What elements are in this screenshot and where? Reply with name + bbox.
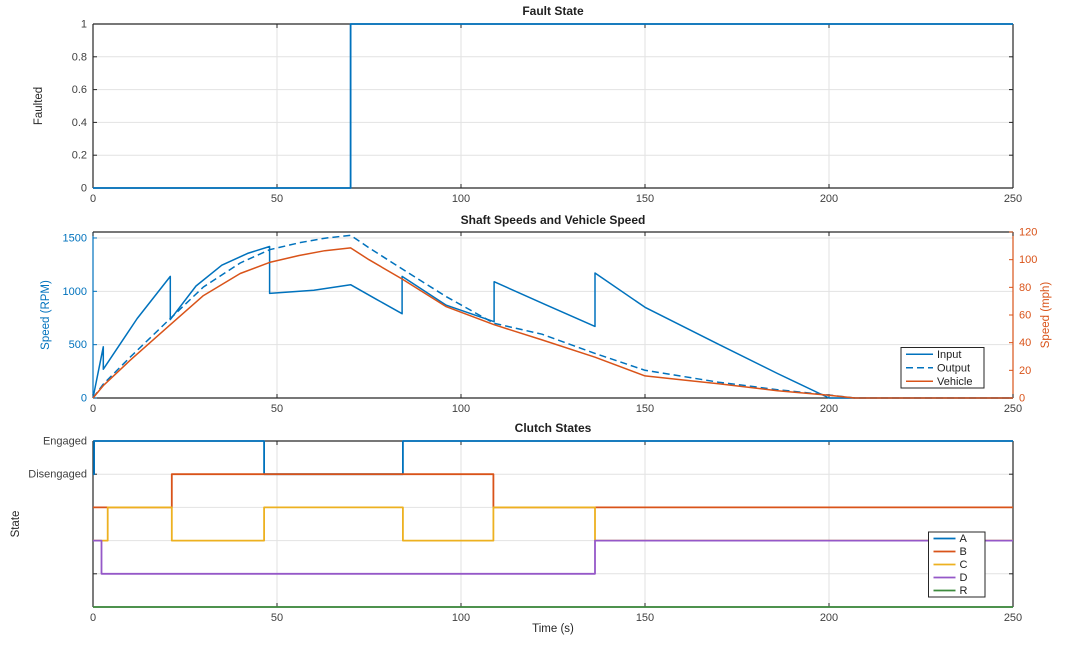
y-tick-label: 0.2 [72, 150, 87, 162]
x-tick-label: 150 [636, 193, 654, 205]
y-tick-label: 1 [81, 19, 87, 31]
x-tick-label: 200 [820, 612, 838, 624]
chart-clutch: 0 50 100 150 200 250 Engaged Disengaged [28, 436, 1022, 625]
x-tick-label: 100 [452, 612, 470, 624]
x-tick-label: 50 [271, 193, 283, 205]
legend-label-a: A [960, 533, 968, 545]
y-tick-label: Disengaged [28, 469, 87, 481]
y-tick-label-left: 1000 [63, 286, 87, 298]
x-tick-label: 0 [90, 193, 96, 205]
y-tick-label: Engaged [43, 436, 87, 448]
x-tick-label: 250 [1004, 612, 1022, 624]
y-tick-label: 0.8 [72, 51, 87, 63]
x-tick-label: 250 [1004, 403, 1022, 415]
y-tick-label-left: 1500 [63, 232, 87, 244]
legend-label-b: B [960, 546, 967, 558]
x-tick-label: 250 [1004, 193, 1022, 205]
series-output [92, 234, 1013, 399]
x-tick-label: 200 [820, 193, 838, 205]
time-axis-label: Time (s) [532, 623, 574, 635]
x-tick-label: 100 [452, 193, 470, 205]
y-tick-label-right: 100 [1019, 254, 1037, 266]
y-tick-label: 0.6 [72, 84, 87, 96]
legend-label-vehicle: Vehicle [937, 376, 972, 388]
fault-state-title: Fault State [522, 4, 584, 18]
state-axis-label: State [10, 510, 22, 538]
series-clutch-b [93, 473, 1013, 509]
y-tick-label: 0 [81, 183, 87, 195]
faulted-axis-label: Faulted [33, 86, 45, 126]
legend-label-d: D [960, 572, 968, 584]
y-tick-label-right: 40 [1019, 337, 1031, 349]
x-tick-label: 100 [452, 403, 470, 415]
y-tick-label-left: 500 [69, 339, 87, 351]
shaft-speeds-title: Shaft Speeds and Vehicle Speed [460, 213, 646, 227]
chart-fault: 0 50 100 150 200 250 0 0.2 0.4 0.6 0.8 1 [72, 19, 1022, 206]
series-clutch-c [93, 506, 1013, 542]
series-clutch-a [93, 440, 1013, 476]
y-tick-label-right: 0 [1019, 393, 1025, 405]
x-tick-label: 150 [636, 403, 654, 415]
chart-speeds: 0 50 100 150 200 2500500100015000204060801001… [63, 227, 1038, 416]
clutch-states-title: Clutch States [514, 421, 592, 435]
x-tick-label: 0 [90, 403, 96, 415]
speed-rpm-axis-label: Speed (RPM) [40, 280, 52, 350]
x-tick-label: 50 [271, 403, 283, 415]
y-tick-label-right: 120 [1019, 227, 1037, 239]
y-tick-label-left: 0 [81, 393, 87, 405]
y-tick-label-right: 80 [1019, 282, 1031, 294]
y-tick-label: 0.4 [72, 117, 87, 129]
x-tick-label: 150 [636, 612, 654, 624]
legend-label-output: Output [937, 362, 970, 374]
x-tick-label: 50 [271, 612, 283, 624]
series-vehicle [92, 247, 1013, 399]
speed-mph-axis-label: Speed (mph) [1040, 281, 1052, 349]
x-tick-label: 200 [820, 403, 838, 415]
y-tick-label-right: 60 [1019, 310, 1031, 322]
series-clutch-d [93, 539, 1013, 575]
legend-label-input: Input [937, 349, 961, 361]
x-tick-label: 0 [90, 612, 96, 624]
legend-label-c: C [960, 559, 968, 571]
series-input [92, 245, 1013, 399]
y-tick-label-right: 20 [1019, 365, 1031, 377]
legend-label-r: R [960, 585, 968, 597]
series-faulted [93, 23, 1013, 189]
